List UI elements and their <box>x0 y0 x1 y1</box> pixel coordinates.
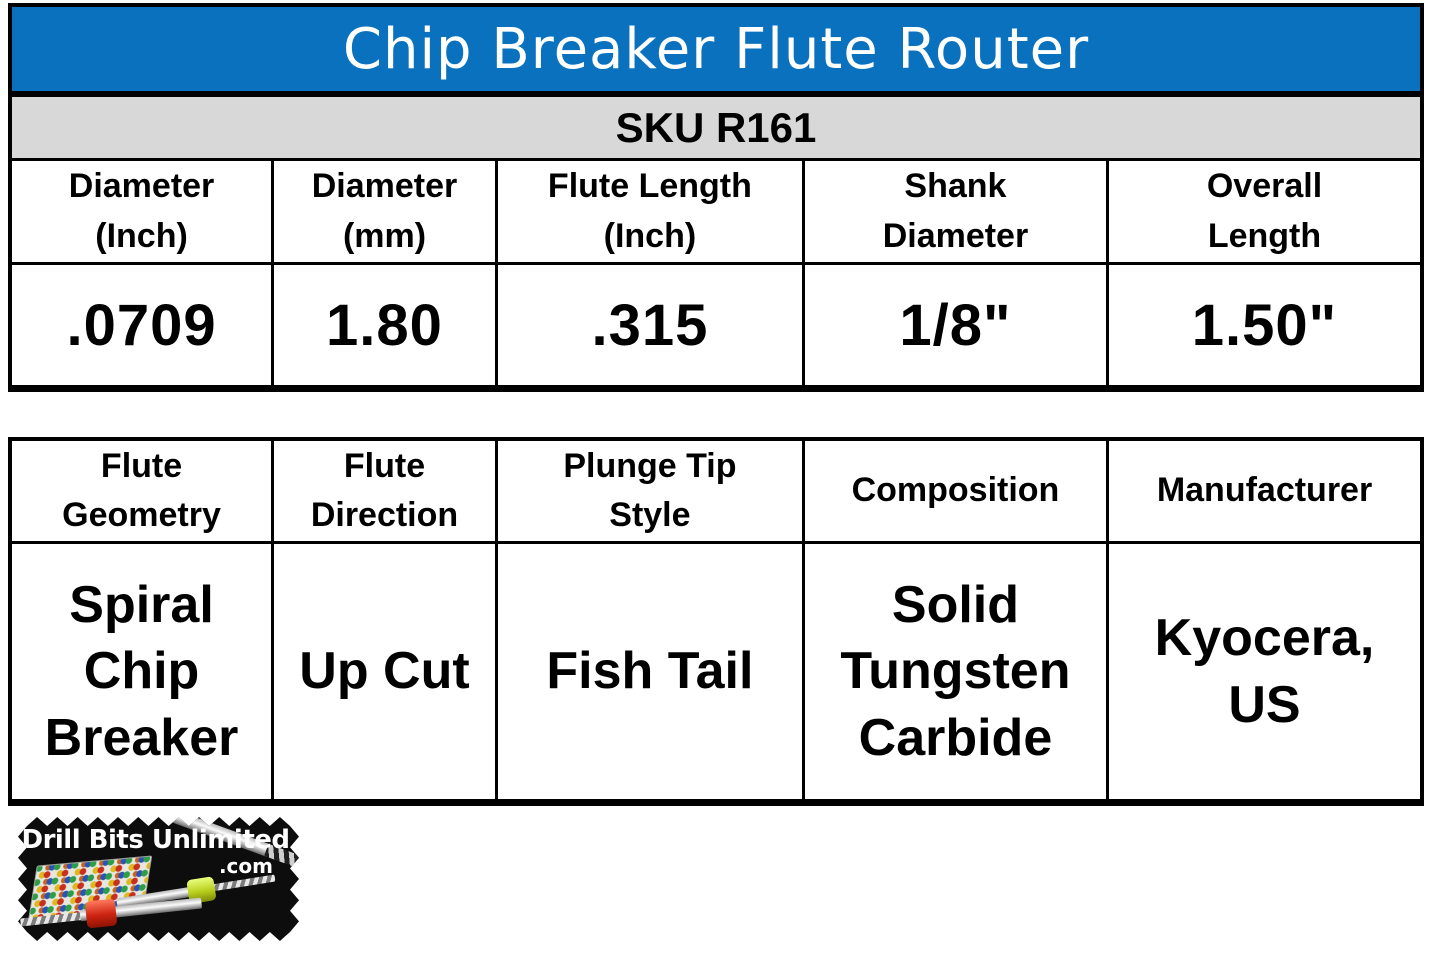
header-line: (Inch) <box>95 216 188 255</box>
feature-header-composition: Composition <box>801 441 1106 541</box>
feature-value-composition: Solid Tungsten Carbide <box>801 544 1106 799</box>
header-line: Length <box>1207 216 1322 255</box>
header-line: (mm) <box>342 216 427 255</box>
feature-value-flute-direction: Up Cut <box>271 544 495 799</box>
spec-header-diameter-mm: Diameter (mm) <box>271 161 495 262</box>
feature-header-plunge-tip-style: Plunge Tip Style <box>494 441 802 541</box>
header-line: Geometry <box>62 496 221 534</box>
sku-bar: SKU R161 <box>12 97 1420 161</box>
feature-header-manufacturer: Manufacturer <box>1106 441 1420 541</box>
product-title-bar: Chip Breaker Flute Router <box>12 7 1420 97</box>
value-text: US <box>1228 675 1301 734</box>
feature-value-plunge-tip-style: Fish Tail <box>494 544 802 799</box>
drill-bit-flutes <box>20 911 87 927</box>
header-line: Plunge Tip <box>563 446 737 485</box>
feature-header-flute-geometry: Flute Geometry <box>12 441 271 541</box>
value-text: Tungsten <box>840 642 1071 701</box>
brand-stamp-logo: Drill Bits Unlimited .com <box>18 817 299 941</box>
red-ring <box>84 898 118 929</box>
header-line: Composition <box>851 471 1060 510</box>
value-text: Carbide <box>858 708 1053 767</box>
brand-domain-suffix: .com <box>218 854 273 878</box>
header-line: Diameter <box>882 216 1029 255</box>
header-line: Shank <box>904 167 1007 206</box>
spec-value-diameter-mm: 1.80 <box>271 265 495 385</box>
spec-header-flute-length: Flute Length (Inch) <box>494 161 802 262</box>
header-line: (Inch) <box>603 216 697 255</box>
value-text: 1.80 <box>326 292 443 358</box>
features-header-row: Flute Geometry Flute Direction Plunge Ti… <box>12 441 1420 544</box>
features-value-row: Spiral Chip Breaker Up Cut Fish Tail Sol… <box>12 544 1420 799</box>
spec-value-flute-length: .315 <box>494 265 802 385</box>
spec-table: Chip Breaker Flute Router SKU R161 Diame… <box>8 3 1424 392</box>
feature-header-flute-direction: Flute Direction <box>271 441 495 541</box>
sku-label: SKU R161 <box>615 103 817 151</box>
value-text: Solid <box>891 576 1019 635</box>
spec-value-shank-diameter: 1/8" <box>801 265 1106 385</box>
spec-header-overall-length: Overall Length <box>1106 161 1420 262</box>
header-line: Flute <box>343 446 426 485</box>
feature-value-flute-geometry: Spiral Chip Breaker <box>12 544 271 799</box>
features-table: Flute Geometry Flute Direction Plunge Ti… <box>8 437 1424 806</box>
value-text: Fish Tail <box>546 642 754 701</box>
spec-value-diameter-inch: .0709 <box>12 265 271 385</box>
header-line: Diameter <box>68 167 215 206</box>
value-text: Spiral <box>69 576 214 635</box>
header-line: Style <box>609 496 691 534</box>
spec-header-diameter-inch: Diameter (Inch) <box>12 161 271 262</box>
brand-name: Drill Bits Unlimited <box>21 825 290 855</box>
value-text: Chip <box>83 642 200 701</box>
feature-value-manufacturer: Kyocera, US <box>1106 544 1420 799</box>
header-line: Manufacturer <box>1156 471 1373 510</box>
value-text: 1.50" <box>1191 292 1338 358</box>
header-line: Flute <box>100 446 183 485</box>
value-text: .315 <box>591 292 709 358</box>
spec-value-overall-length: 1.50" <box>1106 265 1420 385</box>
value-text: .0709 <box>66 292 217 358</box>
spec-header-row: Diameter (Inch) Diameter (mm) Flute Leng… <box>12 161 1420 265</box>
value-text: Kyocera, <box>1154 609 1375 668</box>
product-title: Chip Breaker Flute Router <box>342 16 1090 82</box>
value-text: Up Cut <box>299 642 470 701</box>
value-text: Breaker <box>44 708 239 767</box>
header-line: Direction <box>310 496 459 534</box>
spec-header-shank-diameter: Shank Diameter <box>801 161 1106 262</box>
value-text: 1/8" <box>899 292 1012 358</box>
header-line: Flute Length <box>547 167 752 206</box>
header-line: Diameter <box>311 167 458 206</box>
spec-value-row: .0709 1.80 .315 1/8" 1.50" <box>12 265 1420 385</box>
header-line: Overall <box>1206 167 1323 206</box>
